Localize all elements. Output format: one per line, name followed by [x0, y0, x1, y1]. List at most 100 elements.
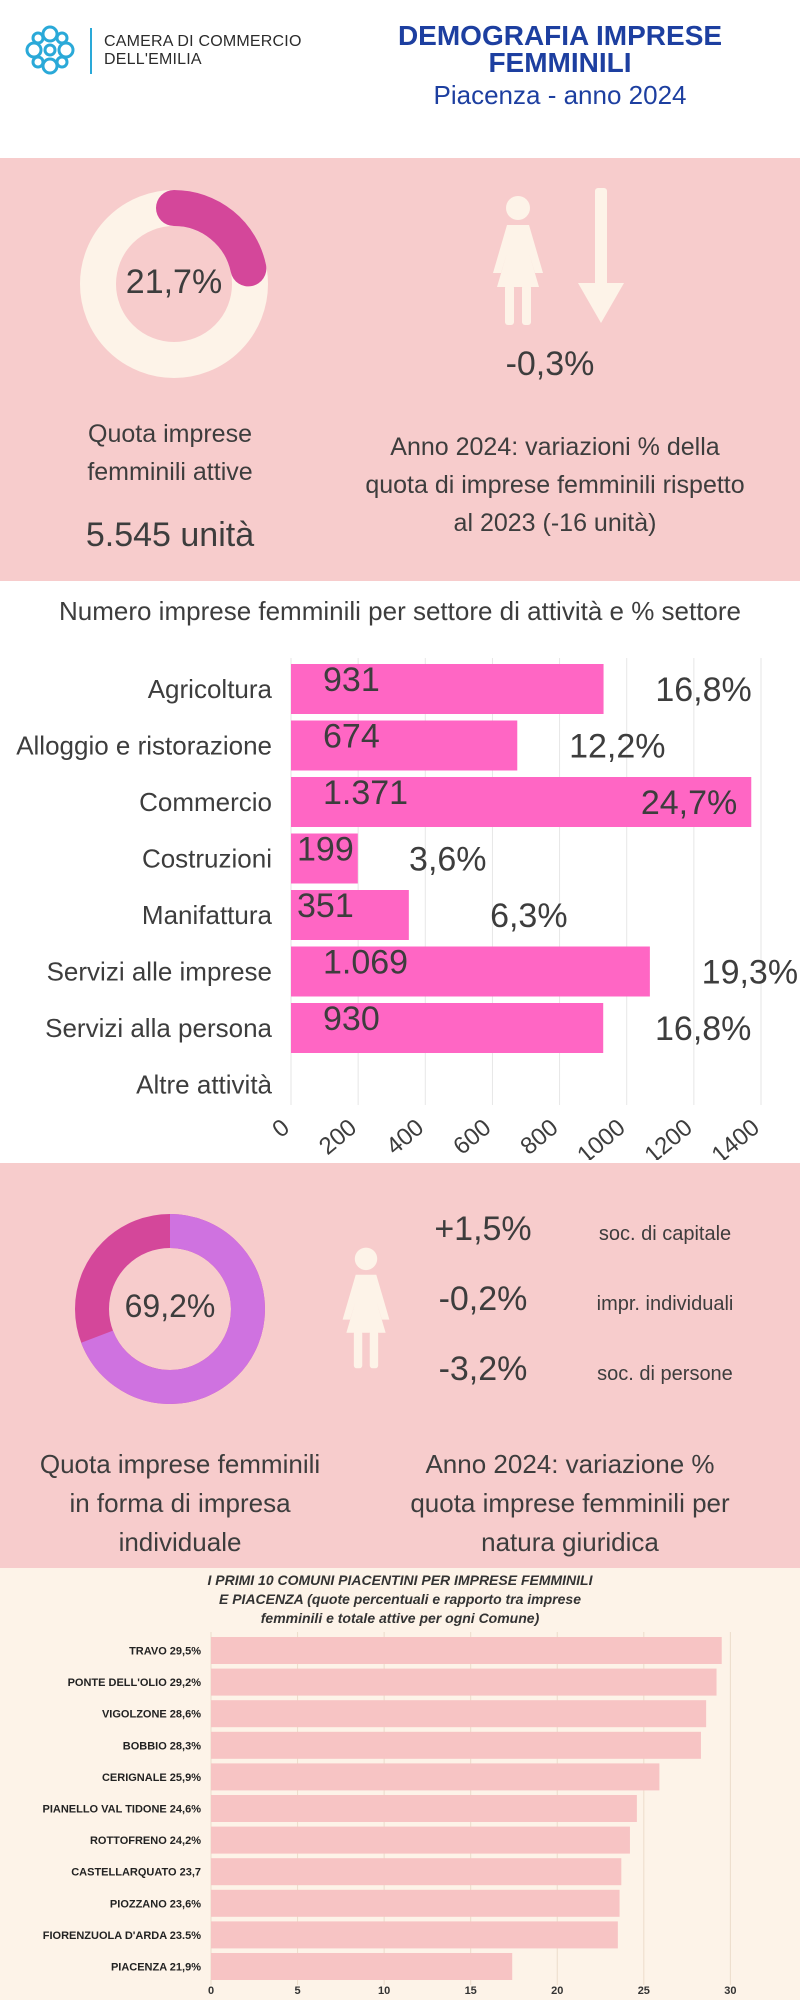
variation-value: -0,3%	[505, 345, 595, 383]
sector-value-label: 199	[297, 831, 354, 869]
comuni-bar	[211, 1795, 637, 1822]
sector-percent-label: 24,7%	[641, 784, 737, 822]
comuni-title-bold: E PIACENZA	[218, 1591, 304, 1607]
comuni-tick-label: 15	[465, 1985, 477, 1997]
org-line-2: DELL'EMILIA	[104, 51, 202, 68]
organization-name: CAMERA DI COMMERCIO DELL'EMILIA	[104, 33, 302, 69]
comuni-bar	[211, 1668, 717, 1696]
woman-icon	[342, 1247, 390, 1369]
variation-line-2: quota di imprese femminili rispetto	[365, 471, 745, 499]
comuni-category-label: PIACENZA 21,9%	[111, 1962, 201, 1974]
sector-category-label: Servizi alle imprese	[47, 957, 272, 987]
title-line-2: FEMMINILI	[488, 47, 632, 78]
individual-line-1: Quota imprese femminili	[39, 1449, 321, 1479]
comuni-tick-label: 30	[724, 1985, 736, 1997]
sector-category-label: Altre attività	[136, 1070, 272, 1100]
sector-tick-label: 0	[267, 1114, 295, 1143]
individual-line-3: individuale	[118, 1527, 242, 1557]
sector-tick-label: 1400	[707, 1114, 765, 1160]
sector-percent-label: 3,6%	[409, 841, 487, 879]
comuni-category-label: PONTE DELL'OLIO 29,2%	[68, 1677, 202, 1689]
sector-bar	[291, 720, 518, 771]
page-subtitle: Piacenza - anno 2024	[433, 80, 687, 110]
share-label-line-1: Quota imprese	[88, 420, 252, 448]
logo-divider	[90, 28, 92, 74]
units-value: 5.545 unità	[85, 516, 255, 554]
comuni-tick-label: 25	[638, 1985, 650, 1997]
share-label: Quota imprese femminili attive	[40, 415, 300, 491]
comuni-bar	[211, 1700, 707, 1728]
arrow-down-icon	[578, 188, 624, 323]
title-line-1: DEMOGRAFIA IMPRESE	[397, 20, 723, 51]
comuni-bar	[211, 1921, 618, 1949]
sector-category-label: Manifattura	[142, 900, 273, 930]
sector-value-label: 351	[297, 887, 354, 925]
legal-variation-individual: -0,2%	[438, 1280, 528, 1318]
comuni-category-label: FIORENZUOLA D'ARDA 23.5%	[43, 1930, 201, 1942]
individual-line-2: in forma di impresa	[69, 1488, 291, 1518]
legal-line-3: natura giuridica	[481, 1527, 659, 1557]
comuni-category-label: VIGOLZONE 28,6%	[102, 1709, 201, 1721]
comuni-bar	[211, 1953, 513, 1980]
comuni-title-line-3: femminili e totale attive per ogni Comun…	[260, 1610, 540, 1626]
sector-tick-label: 200	[314, 1114, 362, 1160]
sector-category-label: Costruzioni	[142, 844, 272, 874]
sector-category-label: Agricoltura	[148, 674, 273, 704]
share-donut	[80, 190, 268, 378]
sector-percent-label: 16,8%	[655, 1010, 751, 1048]
legal-variation-persons: -3,2%	[438, 1350, 528, 1388]
page-title: DEMOGRAFIA IMPRESE FEMMINILI	[360, 20, 760, 78]
legal-line-1: Anno 2024: variazione %	[425, 1449, 715, 1479]
sector-value-label: 1.069	[323, 944, 408, 982]
variation-line-3: al 2023 (-16 unità)	[453, 509, 657, 537]
sector-percent-label: 16,8%	[655, 671, 751, 709]
sector-bar	[291, 946, 650, 997]
sector-bar-chart: 0 200 400 600 800 1000 1200 1400 Agricoltura 931 1…	[16, 658, 798, 1160]
sector-tick-label: 1200	[639, 1114, 697, 1160]
sector-tick-label: 600	[448, 1114, 496, 1160]
donut-arc-share	[80, 190, 268, 378]
sector-bar	[291, 890, 409, 940]
individual-description: Quota imprese femminili in forma di impr…	[20, 1445, 340, 1562]
variation-line-1: Anno 2024: variazioni % della	[390, 433, 720, 461]
donut-arc-individual	[75, 1214, 265, 1404]
sector-category-label: Alloggio e ristorazione	[16, 731, 272, 761]
comuni-category-label: BOBBIO 28,3%	[123, 1740, 201, 1752]
legal-label-capital: soc. di capitale	[598, 1223, 732, 1245]
legal-line-2: quota imprese femminili per	[410, 1488, 730, 1518]
sector-tick-label: 400	[381, 1114, 429, 1160]
comuni-tick-label: 5	[295, 1985, 301, 1997]
comuni-category-label: PIANELLO VAL TIDONE 24,6%	[42, 1804, 201, 1816]
woman-icon	[493, 196, 543, 325]
comuni-chart-title: I PRIMI 10 COMUNI PIACENTINI PER IMPRESE…	[150, 1571, 650, 1628]
comuni-bar	[211, 1637, 722, 1664]
sector-value-label: 931	[323, 661, 380, 699]
legal-form-description: Anno 2024: variazione % quota imprese fe…	[380, 1445, 760, 1562]
sector-bar	[291, 1003, 604, 1053]
sector-percent-label: 6,3%	[490, 897, 568, 935]
comuni-tick-label: 10	[378, 1985, 390, 1997]
legal-label-persons: soc. di persone	[597, 1363, 733, 1385]
comuni-category-label: CASTELLARQUATO 23,7	[71, 1867, 201, 1879]
sector-value-label: 1.371	[323, 774, 408, 812]
header	[0, 0, 800, 158]
sector-chart-title: Numero imprese femminili per settore di …	[58, 596, 742, 626]
legal-variation-capital: +1,5%	[434, 1210, 532, 1248]
individual-share-donut	[75, 1214, 265, 1404]
comuni-tick-label: 20	[551, 1985, 563, 1997]
comuni-bar	[211, 1858, 622, 1886]
variation-description: Anno 2024: variazioni % della quota di i…	[335, 428, 775, 542]
comuni-title-line-1: I PRIMI 10 COMUNI PIACENTINI PER IMPRESE…	[207, 1572, 593, 1588]
comuni-category-label: ROTTOFRENO 24,2%	[90, 1835, 201, 1847]
comuni-category-label: PIOZZANO 23,6%	[110, 1898, 201, 1910]
comuni-category-label: CERIGNALE 25,9%	[102, 1772, 201, 1784]
comuni-tick-label: 0	[208, 1985, 214, 1997]
individual-share-value: 69,2%	[124, 1288, 216, 1324]
sector-tick-label: 800	[515, 1114, 563, 1160]
sector-percent-label: 12,2%	[569, 728, 665, 766]
sector-value-label: 674	[323, 718, 380, 756]
org-line-1: CAMERA DI COMMERCIO	[104, 33, 302, 50]
sector-value-label: 930	[323, 1000, 380, 1038]
comuni-bar	[211, 1731, 701, 1759]
sector-percent-label: 19,3%	[702, 954, 798, 992]
